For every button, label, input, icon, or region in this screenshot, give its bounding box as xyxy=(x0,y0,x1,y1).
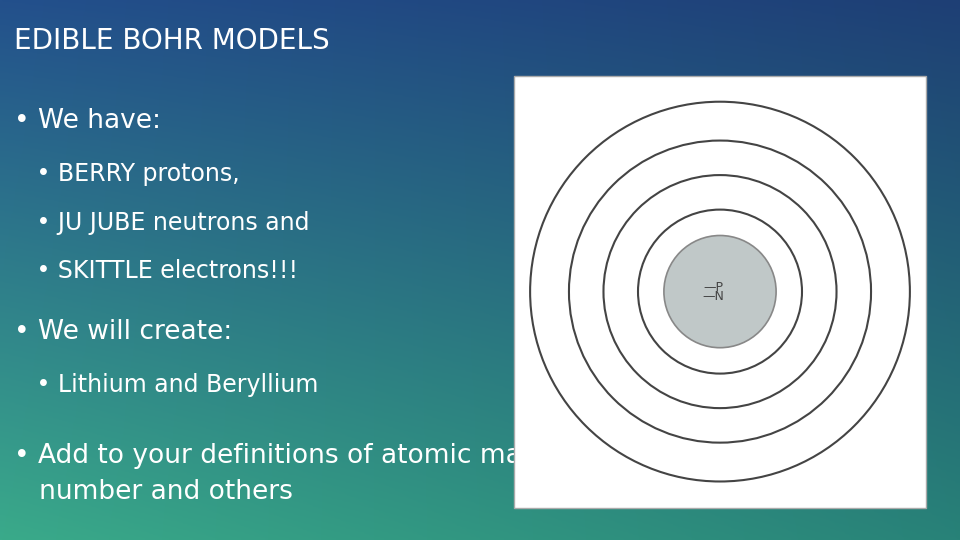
Text: EDIBLE BOHR MODELS: EDIBLE BOHR MODELS xyxy=(14,27,330,55)
Text: • SKITTLE electrons!!!: • SKITTLE electrons!!! xyxy=(14,259,299,283)
Text: • Add to your definitions of atomic mass, isotopes, ion, atomic
   number and ot: • Add to your definitions of atomic mass… xyxy=(14,443,842,505)
Text: • JU JUBE neutrons and: • JU JUBE neutrons and xyxy=(14,211,310,234)
Text: • Lithium and Beryllium: • Lithium and Beryllium xyxy=(14,373,319,396)
Circle shape xyxy=(664,235,776,348)
Text: • We have:: • We have: xyxy=(14,108,161,134)
Text: • BERRY protons,: • BERRY protons, xyxy=(14,162,240,186)
Text: • We will create:: • We will create: xyxy=(14,319,232,345)
Text: —N: —N xyxy=(703,289,725,302)
Text: —P: —P xyxy=(704,281,724,294)
Bar xyxy=(514,76,926,508)
